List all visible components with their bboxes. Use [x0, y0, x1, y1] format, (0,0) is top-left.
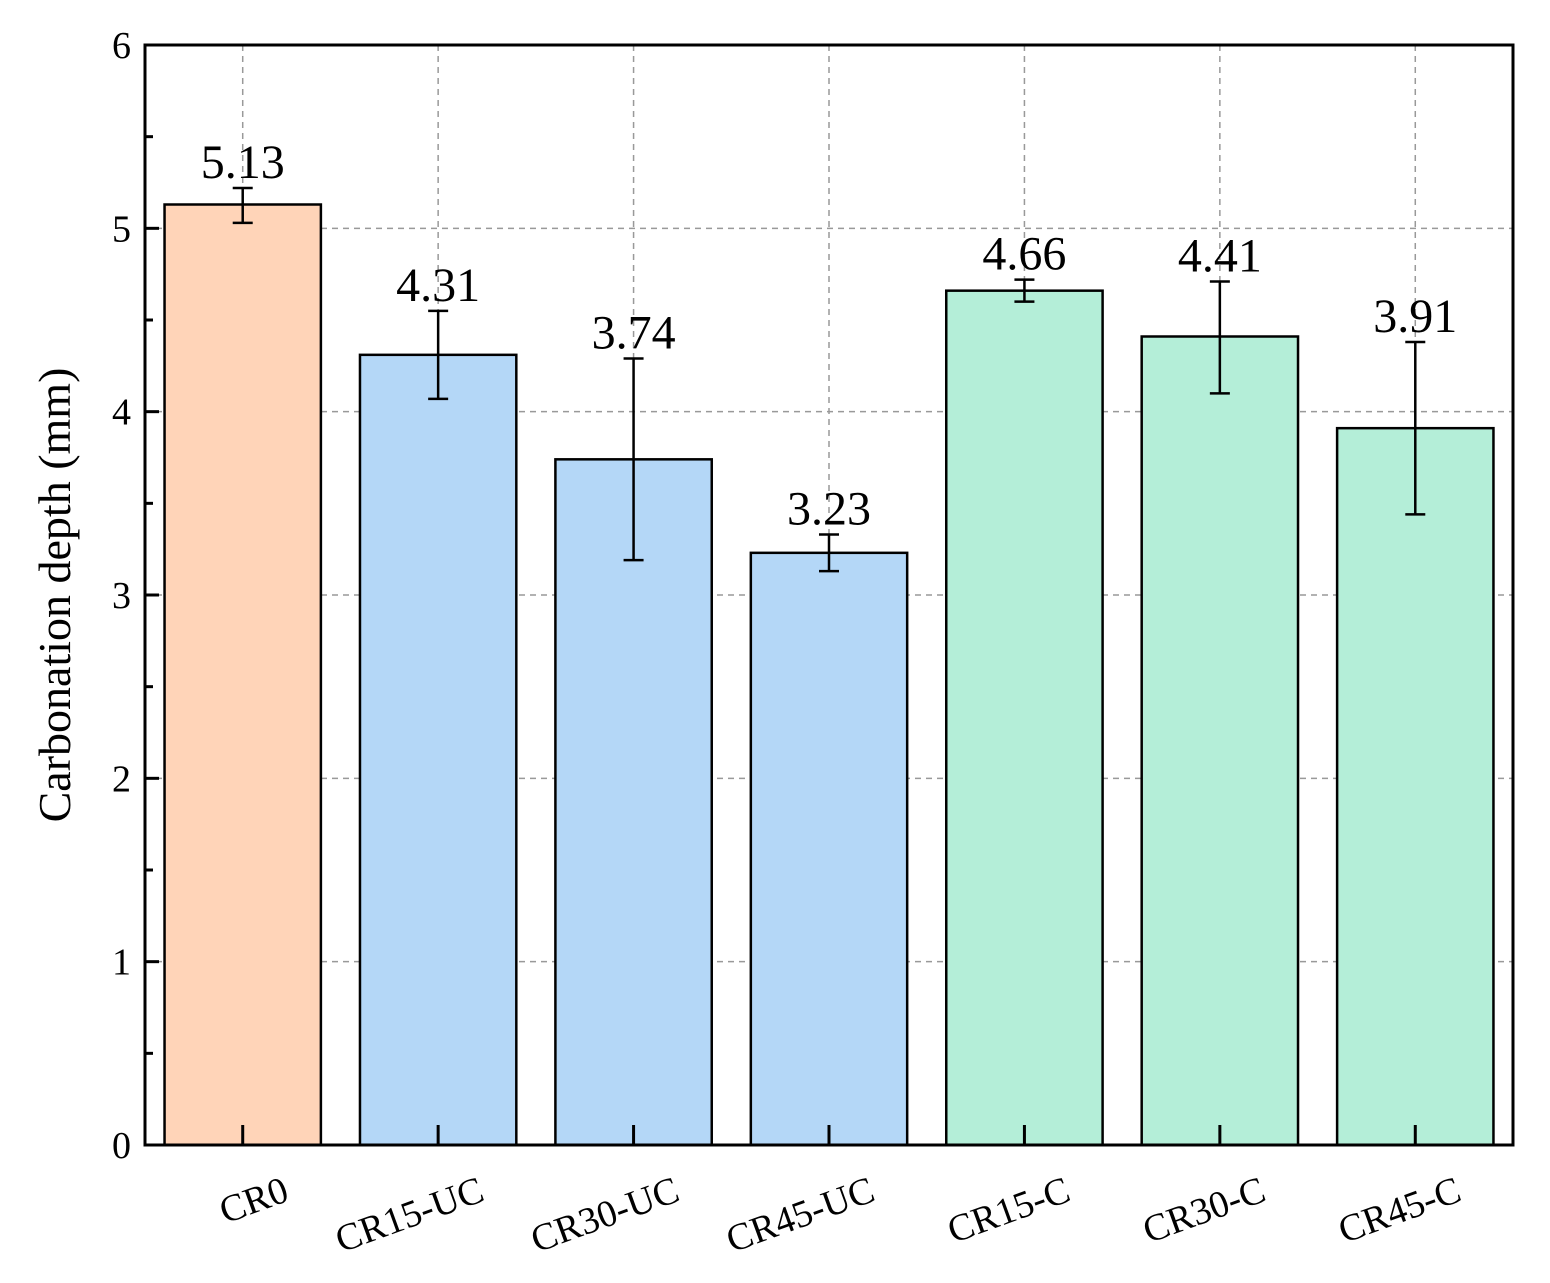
y-tick-label: 4	[112, 392, 131, 434]
y-axis-title: Carbonation depth (mm)	[29, 368, 80, 823]
axis-ticks	[145, 43, 1417, 1147]
bar	[358, 353, 518, 1147]
x-tick-label: CR30-C	[1138, 1169, 1271, 1252]
y-tick-labels: 0 1 2 3 4 5 6	[112, 25, 131, 1167]
bars	[163, 203, 1495, 1147]
bar	[163, 203, 323, 1147]
y-tick-label: 2	[112, 758, 131, 800]
data-label: 3.74	[592, 307, 676, 360]
bar	[749, 551, 909, 1147]
data-label: 3.91	[1373, 290, 1457, 343]
x-tick-label: CR0	[214, 1169, 294, 1232]
data-label: 4.41	[1178, 230, 1262, 283]
x-tick-label: CR45-C	[1333, 1169, 1466, 1252]
data-label: 4.66	[982, 228, 1066, 281]
x-tick-label: CR30-UC	[525, 1169, 684, 1261]
bar	[1140, 335, 1300, 1147]
y-tick-label: 5	[112, 208, 131, 250]
y-tick-label: 3	[112, 575, 131, 617]
error-bars	[232, 186, 1426, 573]
bar	[554, 458, 713, 1147]
data-label: 5.13	[201, 136, 285, 189]
data-label: 4.31	[396, 259, 480, 312]
x-tick-label: CR45-UC	[721, 1169, 880, 1261]
x-tick-label: CR15-C	[942, 1169, 1075, 1252]
y-tick-label: 6	[112, 25, 131, 67]
y-tick-label: 0	[112, 1125, 131, 1167]
x-tick-label: CR15-UC	[330, 1169, 489, 1261]
y-tick-label: 1	[112, 942, 131, 984]
bar	[945, 289, 1104, 1147]
data-label: 3.23	[787, 483, 871, 536]
data-labels: 5.13 4.31 3.74 3.23 4.66 4.41 3.91	[201, 136, 1458, 536]
bar	[1335, 426, 1495, 1147]
x-tick-labels: CR0 CR15-UC CR30-UC CR45-UC CR15-C CR30-C CR45…	[214, 1169, 1466, 1261]
